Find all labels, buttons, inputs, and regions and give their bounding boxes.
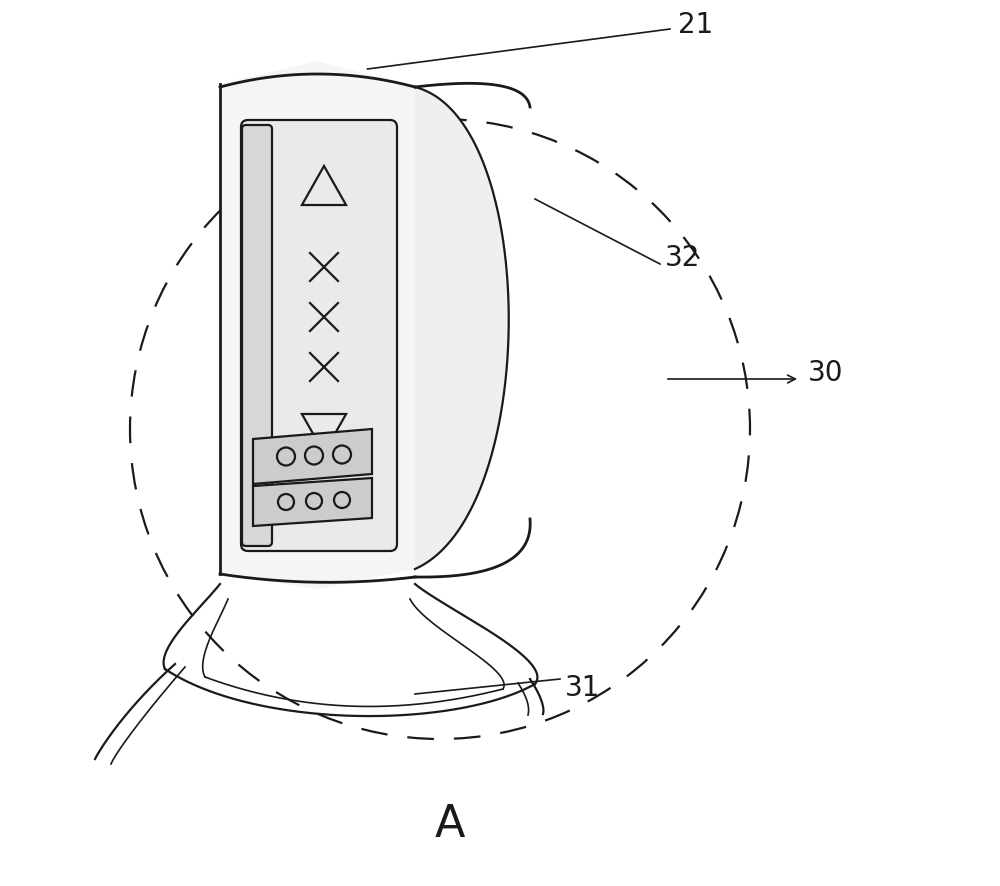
FancyBboxPatch shape <box>242 126 272 547</box>
Polygon shape <box>253 430 372 485</box>
Text: 21: 21 <box>678 11 713 39</box>
Text: 30: 30 <box>808 359 843 386</box>
FancyBboxPatch shape <box>241 120 397 551</box>
Polygon shape <box>220 62 415 589</box>
Polygon shape <box>253 478 372 526</box>
Text: A: A <box>435 803 465 845</box>
Text: 32: 32 <box>665 244 700 272</box>
Text: 31: 31 <box>565 673 600 701</box>
Polygon shape <box>415 88 509 570</box>
